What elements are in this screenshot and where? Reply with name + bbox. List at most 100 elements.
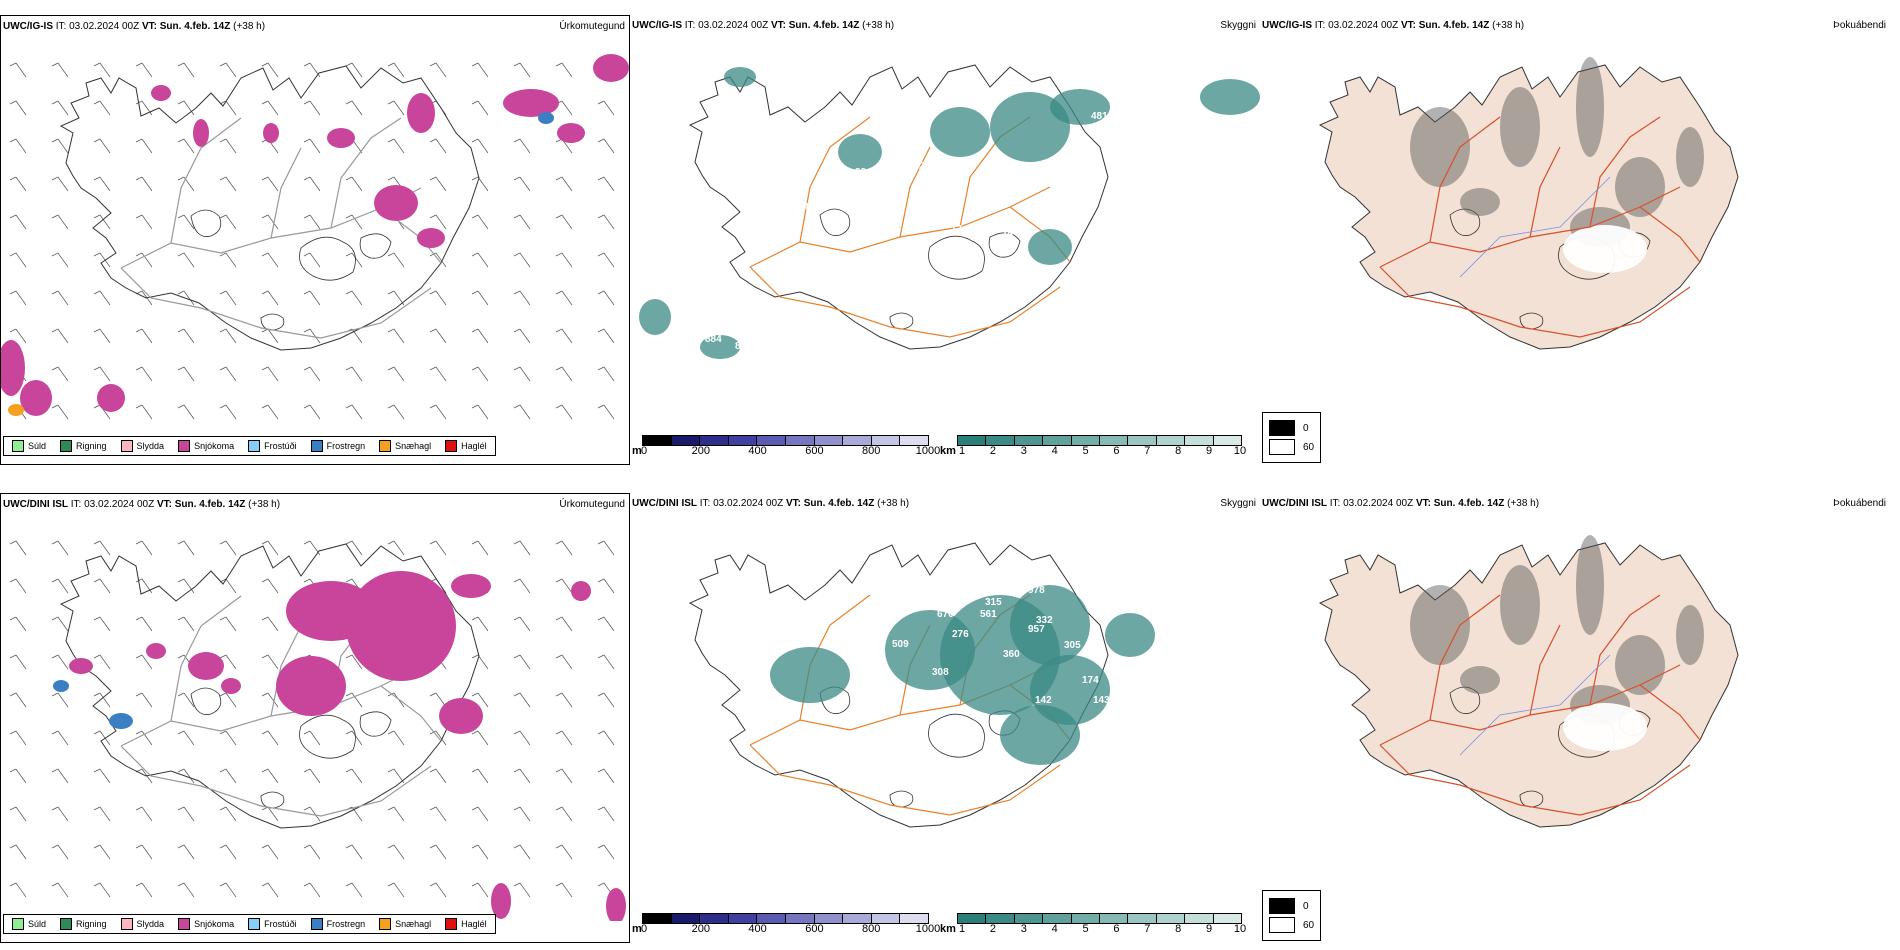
wind-barb bbox=[93, 540, 111, 556]
colorbar-tick-label: 6 bbox=[1113, 923, 1120, 935]
wind-barb bbox=[51, 290, 69, 306]
wind-barb bbox=[555, 290, 573, 306]
field-area bbox=[930, 107, 990, 157]
wind-barb bbox=[303, 768, 321, 784]
cloud-base-label: 552 bbox=[935, 597, 952, 608]
wind-barb bbox=[93, 578, 111, 594]
legend-item: Súld bbox=[12, 440, 46, 452]
colorbar-unit: km bbox=[940, 445, 956, 457]
wind-barb bbox=[597, 138, 615, 154]
colorbar-segment bbox=[843, 436, 872, 445]
wind-barb bbox=[135, 768, 153, 784]
wind-barb bbox=[471, 366, 489, 382]
colorbar-segment bbox=[1213, 436, 1242, 445]
glacier-outline bbox=[819, 208, 851, 236]
glacier-outline bbox=[1449, 686, 1481, 714]
legend-label: Frostregn bbox=[326, 441, 366, 451]
wind-barb bbox=[429, 730, 447, 746]
wind-barb bbox=[429, 844, 447, 860]
legend-item: Frostúði bbox=[248, 918, 297, 930]
wind-barb bbox=[513, 290, 531, 306]
panel-header: UWC/IG-IS IT: 03.02.2024 00Z VT: Sun. 4.… bbox=[632, 20, 895, 31]
wind-barb bbox=[345, 768, 363, 784]
legend-swatch bbox=[310, 918, 323, 930]
colorbar-tick-label: 1000 bbox=[915, 923, 941, 935]
fog-legend-swatch bbox=[1269, 917, 1295, 933]
wind-barb bbox=[261, 214, 279, 230]
colorbar-tick-label: 8 bbox=[1175, 923, 1182, 935]
wind-barb bbox=[51, 692, 69, 708]
wind-barb bbox=[513, 138, 531, 154]
wind-barb bbox=[177, 404, 195, 420]
wind-barb bbox=[429, 692, 447, 708]
wind-barb bbox=[429, 540, 447, 556]
wind-barb bbox=[177, 692, 195, 708]
glacier-outline bbox=[889, 790, 914, 808]
cloud-base-label: 561 bbox=[980, 609, 997, 620]
wind-barb bbox=[9, 214, 27, 230]
wind-barb bbox=[261, 578, 279, 594]
colorbar-tick-label: 2 bbox=[989, 923, 996, 935]
wind-barb bbox=[177, 328, 195, 344]
wind-barb bbox=[429, 138, 447, 154]
wind-barb bbox=[345, 214, 363, 230]
wind-barb bbox=[219, 328, 237, 344]
field-area bbox=[263, 123, 279, 143]
colorbar-segment bbox=[757, 914, 786, 923]
wind-barb bbox=[51, 138, 69, 154]
legend-label: Snjókoma bbox=[194, 441, 235, 451]
wind-barb bbox=[513, 730, 531, 746]
wind-barb bbox=[345, 540, 363, 556]
legend-item: Slydda bbox=[120, 440, 164, 452]
wind-barb bbox=[9, 882, 27, 898]
cloud-base-colorbar-row2: m 0 200 400 600 800 1000 bbox=[632, 913, 941, 945]
cloud-base-label: 379 bbox=[912, 585, 929, 596]
road-line bbox=[749, 744, 1061, 816]
glacier-outline bbox=[359, 233, 392, 259]
legend-label: Frostúði bbox=[264, 441, 297, 451]
field-area bbox=[557, 123, 585, 143]
fog-legend-label: 60 bbox=[1303, 919, 1315, 931]
wind-barb bbox=[345, 100, 363, 116]
wind-barb bbox=[177, 252, 195, 268]
wind-barb bbox=[135, 654, 153, 670]
legend-swatch bbox=[445, 440, 458, 452]
wind-barb bbox=[597, 692, 615, 708]
wind-barb bbox=[51, 100, 69, 116]
wind-barb bbox=[9, 844, 27, 860]
wind-barb bbox=[261, 806, 279, 822]
colorbar-tick-label: 200 bbox=[691, 923, 710, 935]
colorbar-tick-label: 6 bbox=[1113, 445, 1120, 457]
wind-barb bbox=[261, 730, 279, 746]
legend-item: Snjókoma bbox=[178, 918, 234, 930]
wind-barb bbox=[51, 616, 69, 632]
wind-barb bbox=[177, 806, 195, 822]
wind-barb bbox=[471, 616, 489, 632]
field-area bbox=[451, 574, 491, 598]
legend-swatch bbox=[379, 440, 392, 452]
wind-barb bbox=[51, 844, 69, 860]
wind-barb bbox=[51, 654, 69, 670]
wind-barb bbox=[471, 252, 489, 268]
colorbar-tick-label: 4 bbox=[1051, 923, 1058, 935]
fog-legend-item: 60 bbox=[1269, 917, 1314, 933]
colorbar-tick-label: 0 bbox=[640, 923, 648, 935]
wind-barb bbox=[471, 692, 489, 708]
colorbar-tick-label: 3 bbox=[1020, 923, 1027, 935]
field-area bbox=[838, 134, 882, 170]
colorbar-segment bbox=[900, 914, 928, 923]
wind-barb bbox=[219, 62, 237, 78]
colorbar-tick-label: 1 bbox=[958, 445, 966, 457]
field-area bbox=[439, 698, 483, 734]
colorbar-segment bbox=[986, 436, 1015, 445]
wind-barb bbox=[51, 252, 69, 268]
wind-barb bbox=[93, 654, 111, 670]
field-area bbox=[109, 713, 133, 729]
colorbar-segment bbox=[671, 436, 701, 445]
wind-barb bbox=[135, 404, 153, 420]
wind-barb bbox=[513, 882, 531, 898]
wind-barb bbox=[597, 806, 615, 822]
colorbar-segment bbox=[700, 914, 729, 923]
wind-barb bbox=[471, 806, 489, 822]
wind-barb bbox=[219, 540, 237, 556]
